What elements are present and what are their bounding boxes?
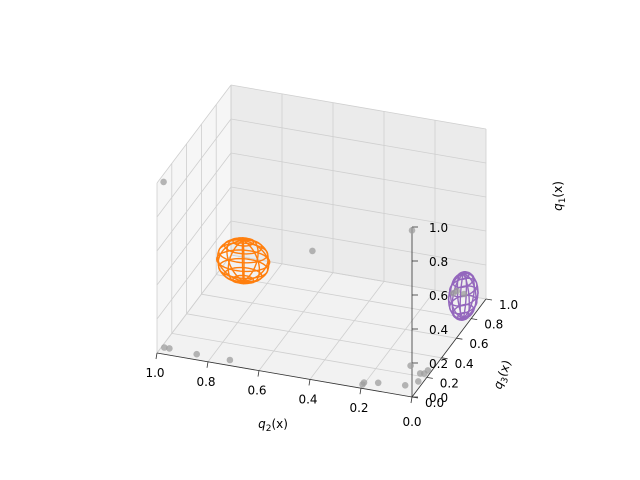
ellipsoid-meridian: [226, 237, 244, 282]
q3-tick-label: 0.4: [455, 357, 474, 371]
ellipsoid-meridian: [463, 273, 477, 319]
grid-line-side-q1: [156, 152, 232, 252]
ellipsoid-meridian: [227, 239, 244, 284]
grid-line-back-q1: [230, 186, 487, 232]
q3-axis-line: [411, 298, 487, 398]
scatter-point: [193, 350, 200, 358]
grid-line-side-q1: [156, 118, 232, 218]
axis-edges: [155, 226, 493, 404]
q3-axis-label: q3(x): [491, 358, 517, 392]
axis-labels: q2(x) q3(x) q1(x): [258, 181, 568, 434]
ellipsoid-meridian: [242, 239, 261, 284]
q2-tick-label: 0.2: [349, 401, 368, 415]
q3-tick-label: 0.2: [440, 376, 459, 390]
grid-line-floor-q3: [201, 293, 457, 339]
ellipsoid-meridian: [242, 238, 259, 282]
q1-tick-label: 0.6: [429, 289, 448, 303]
q2-axis-line: [156, 352, 413, 398]
ellipsoid-2: [447, 271, 479, 321]
scatter-point: [401, 382, 409, 389]
q1-axis-label: q1(x): [551, 181, 568, 211]
scatter-point: [460, 290, 468, 298]
scatter-series: [160, 178, 468, 389]
ellipsoid-meridian: [447, 273, 464, 320]
tick-labels: 0.20.40.60.81.00.00.00.20.40.60.81.00.00…: [145, 221, 518, 429]
q2-tick-mark: [257, 370, 260, 377]
scatter-point: [449, 290, 457, 297]
corner-tick-label: 0.0: [402, 415, 421, 429]
ellipsoid-meridian: [451, 273, 464, 321]
back-pane: [231, 85, 486, 299]
q1-tick-label: 0.0: [429, 391, 448, 405]
grid-line-floor-q2: [207, 263, 283, 363]
scatter-point: [415, 378, 422, 385]
scatter-point: [407, 362, 414, 370]
grid-line-floor-q3: [216, 274, 472, 319]
grid-line-floor-q3: [230, 254, 487, 300]
q1-tick-label: 0.2: [429, 357, 448, 371]
scatter-point: [166, 345, 173, 352]
q1-tick-label: 0.4: [429, 323, 448, 337]
grid-line-back-q1: [230, 84, 487, 130]
grid-line-side-q1: [156, 220, 232, 320]
grid-line-floor-q3: [171, 333, 427, 378]
grid-line-floor-q3: [186, 313, 442, 359]
q2-tick-mark: [155, 352, 158, 360]
grid-line-back-q1: [230, 152, 487, 198]
q2-tick-mark: [359, 388, 362, 395]
ellipsoid-meridian: [217, 239, 244, 282]
ellipsoid-meridian: [463, 272, 479, 319]
axis-panes: [157, 85, 486, 397]
grid-line-side-q1: [156, 84, 232, 184]
q2-axis-label: q2(x): [258, 417, 288, 434]
scatter-point: [416, 370, 424, 377]
scatter-point: [424, 367, 432, 374]
ellipsoid-surfaces: [215, 236, 479, 321]
ellipsoid-1: [215, 236, 271, 285]
grid-line-back-q1: [230, 118, 487, 164]
scatter-point: [226, 356, 234, 364]
grid-line-floor-q2: [309, 281, 385, 380]
q2-tick-label: 0.6: [247, 384, 266, 398]
q3-tick-label: 0.6: [469, 337, 488, 351]
ellipsoid-meridian: [241, 236, 244, 282]
scatter-point: [161, 344, 168, 351]
q2-tick-mark: [410, 396, 413, 404]
grid-line-side-q1: [156, 186, 232, 286]
q3-tick-label: 0.0: [425, 396, 444, 410]
q2-tick-label: 0.4: [298, 392, 317, 406]
q2-tick-label: 1.0: [145, 366, 164, 380]
q3-tick-label: 0.8: [484, 318, 503, 332]
q3-tick-label: 1.0: [499, 298, 518, 312]
q3-tick-mark: [456, 337, 463, 340]
grid-line-floor-q2: [258, 272, 334, 371]
q3-tick-mark: [426, 377, 433, 379]
side-pane: [157, 85, 231, 353]
floor-pane: [157, 255, 486, 397]
scatter-point: [360, 379, 368, 386]
q1-tick-label: 1.0: [429, 221, 448, 235]
ellipsoid-meridian: [242, 240, 245, 285]
q3-tick-mark: [471, 318, 478, 320]
ellipsoid-meridian: [462, 271, 468, 319]
ellipsoid-meridian: [462, 273, 470, 320]
grid-line-back-q1: [230, 220, 487, 266]
scatter-point: [408, 227, 416, 234]
scatter-point: [309, 247, 316, 255]
q3-tick-mark: [441, 357, 448, 360]
grid-line-floor-q2: [156, 254, 232, 354]
grid-line-floor-q2: [360, 289, 436, 389]
q3-tick-mark: [485, 298, 493, 301]
q1-tick-label: 0.8: [429, 255, 448, 269]
ellipsoid-meridian: [243, 239, 269, 282]
ellipsoid-meridian: [459, 273, 464, 321]
q2-tick-mark: [308, 379, 311, 386]
scatter-point: [374, 379, 382, 387]
q2-tick-label: 0.8: [196, 375, 215, 389]
scatter-point: [160, 178, 167, 186]
q2-tick-mark: [206, 361, 209, 368]
